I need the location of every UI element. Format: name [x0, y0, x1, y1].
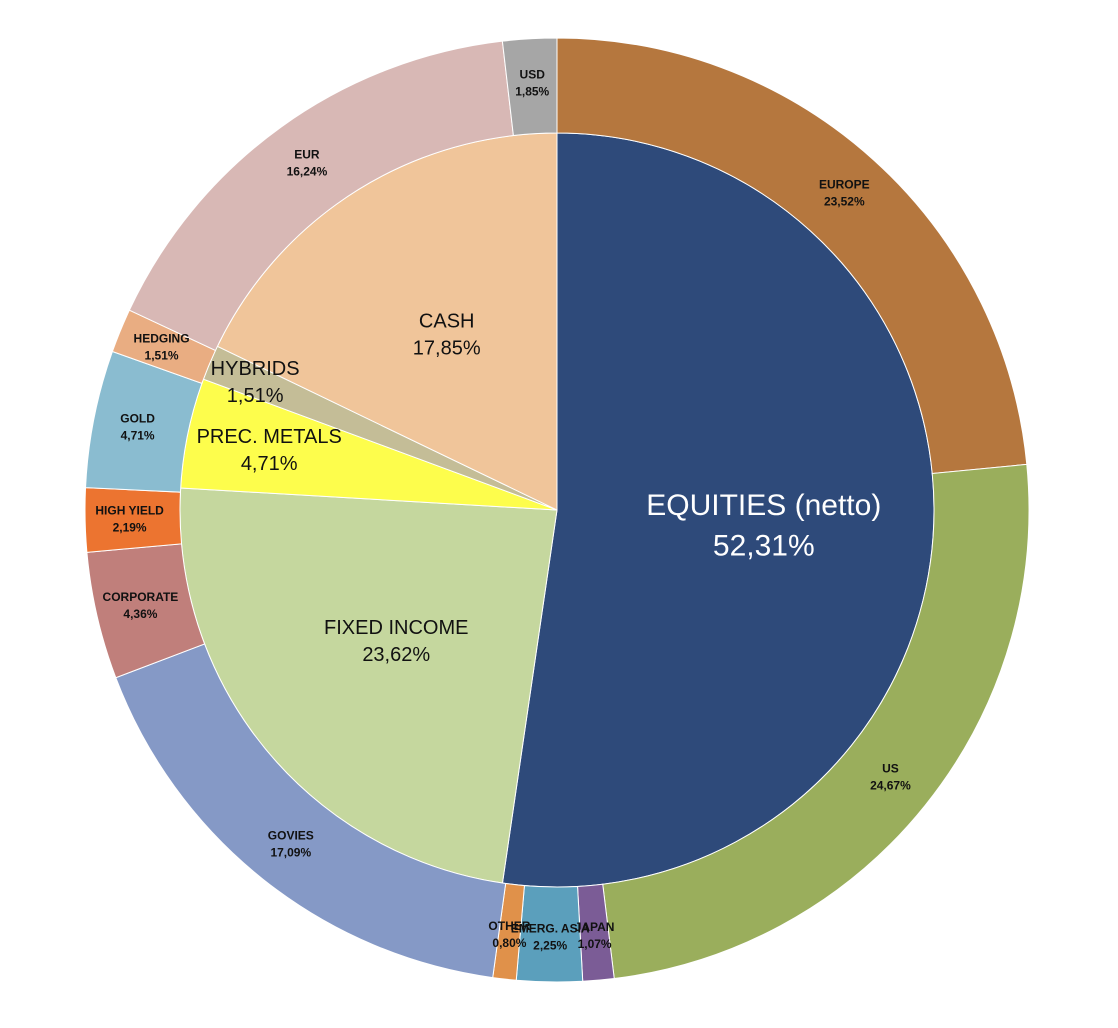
outer-label: JAPAN — [575, 920, 615, 934]
inner-label: FIXED INCOME — [324, 617, 468, 639]
outer-value-label: 4,36% — [123, 607, 157, 621]
outer-label: CORPORATE — [103, 590, 179, 604]
outer-value-label: 4,71% — [121, 428, 155, 442]
outer-value-label: 23,52% — [824, 195, 865, 209]
outer-value-label: 0,80% — [492, 936, 526, 950]
outer-label: HEDGING — [134, 332, 190, 346]
outer-value-label: 24,67% — [870, 779, 911, 793]
outer-label: EUROPE — [819, 178, 870, 192]
inner-label: PREC. METALS — [197, 426, 342, 448]
outer-value-label: 2,25% — [533, 939, 567, 953]
outer-label: HIGH YIELD — [95, 503, 164, 517]
inner-value-label: 17,85% — [413, 338, 481, 360]
outer-value-label: 1,85% — [515, 84, 549, 98]
outer-value-label: 17,09% — [270, 846, 311, 860]
outer-label: US — [882, 762, 899, 776]
outer-label: OTHER — [488, 919, 530, 933]
outer-value-label: 2,19% — [113, 520, 147, 534]
outer-label: GOLD — [120, 411, 155, 425]
outer-label: EMERG. ASIA — [511, 922, 590, 936]
outer-slice — [501, 37, 558, 137]
outer-slice — [602, 463, 1030, 980]
inner-label: HYBRIDS — [211, 358, 300, 380]
inner-label: EQUITIES (netto) — [646, 489, 881, 522]
outer-slice — [556, 37, 1028, 475]
outer-value-label: 16,24% — [287, 164, 328, 178]
inner-label: CASH — [419, 311, 475, 333]
inner-value-label: 1,51% — [227, 385, 284, 407]
outer-value-label: 1,07% — [578, 937, 612, 951]
outer-label: EUR — [294, 147, 320, 161]
inner-value-label: 4,71% — [241, 453, 298, 475]
outer-value-label: 1,51% — [145, 349, 179, 363]
inner-value-label: 52,31% — [713, 529, 815, 562]
inner-value-label: 23,62% — [362, 644, 430, 666]
outer-label: USD — [520, 67, 546, 81]
outer-label: GOVIES — [268, 829, 314, 843]
